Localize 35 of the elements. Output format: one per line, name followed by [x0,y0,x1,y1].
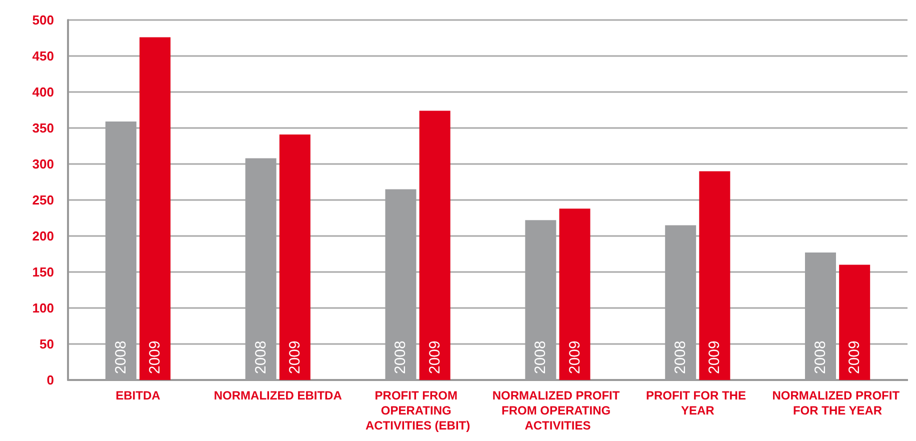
bar [559,208,590,380]
x-tick-label: NORMALIZED PROFIT FROM OPERATING ACTIVITIES [492,388,624,432]
text: 2008 [812,340,829,374]
text: 2009 [846,340,864,374]
text: 2009 [426,340,444,374]
text: 2008 [252,340,270,374]
text: 2009 [706,340,724,374]
y-tick-label: 400 [32,84,54,100]
bar [279,134,310,380]
bar [419,110,450,380]
x-tick-label: EBITDA [116,388,161,402]
series-label: 2009 [146,340,164,374]
series-label: 2008 [112,340,130,374]
y-tick-label: 300 [32,156,54,172]
x-tick-label: NORMALIZED EBITDA [214,388,342,402]
x-tick-label: PROFIT FOR THE YEAR [646,388,750,418]
x-tick-label: NORMALIZED PROFIT FOR THE YEAR [772,388,903,418]
y-tick-label: 200 [32,228,54,244]
y-tick-label: 150 [32,264,54,280]
text: 2008 [532,340,550,374]
bar [140,37,171,380]
text: 2008 [392,340,410,374]
y-tick-label: 50 [40,336,54,352]
y-tick-label: 350 [32,120,54,136]
bar [839,264,870,380]
text: 2008 [672,340,690,374]
y-tick-label: 250 [32,192,54,208]
x-tick-label: PROFIT FROM OPERATING ACTIVITIES (EBIT) [365,388,470,432]
text: 2009 [286,340,304,374]
y-tick-label: 450 [32,48,54,64]
y-tick-label: 500 [32,12,54,28]
y-tick-label: 0 [46,372,54,388]
bar [699,171,730,380]
text: 2009 [566,340,584,374]
y-tick-label: 100 [32,300,54,316]
